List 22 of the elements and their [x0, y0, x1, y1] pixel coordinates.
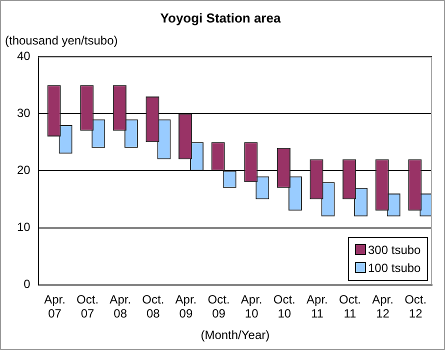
- x-tick-label: Apr. 08: [110, 292, 132, 321]
- x-tick-label: Apr. 07: [44, 292, 66, 321]
- y-tick-label: 20: [16, 163, 31, 178]
- x-tick-label: Oct. 07: [76, 292, 99, 321]
- x-tick-label: Oct. 10: [273, 292, 296, 321]
- x-axis-title: (Month/Year): [200, 328, 270, 342]
- x-tick-label: Oct. 11: [338, 292, 361, 321]
- x-tick-label: Apr. 12: [372, 292, 394, 321]
- x-tick-label: Oct. 08: [142, 292, 164, 321]
- y-tick-label: 10: [16, 220, 31, 234]
- y-tick-label: 0: [24, 277, 31, 292]
- x-tick-label: Apr. 11: [306, 292, 328, 321]
- y-tick-label: 30: [16, 106, 31, 120]
- chart-title: Yoyogi Station area: [160, 10, 282, 26]
- x-tick-label: Oct. 09: [208, 292, 230, 321]
- y-tick-label: 40: [16, 48, 31, 63]
- y-axis-title: (thousand yen/tsubo): [5, 33, 118, 48]
- x-tick-label: Apr. 10: [240, 292, 262, 321]
- legend-label: 100 tsubo: [367, 260, 421, 277]
- x-tick-label: Oct. 12: [404, 292, 427, 321]
- legend-label: 300 tsubo: [367, 242, 421, 259]
- x-tick-label: Apr. 09: [175, 292, 197, 321]
